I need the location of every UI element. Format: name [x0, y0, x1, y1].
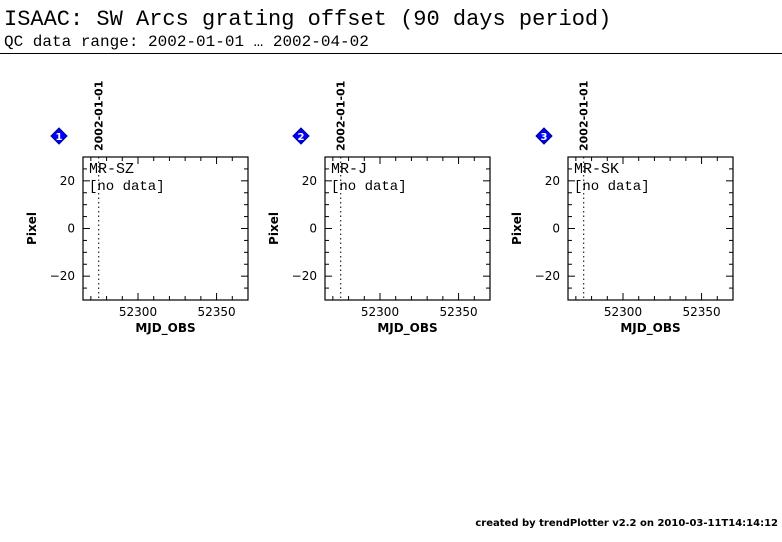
chart-panel-2: 52300 52350 20 0 −20 MJD_OBS Pixel 2002-01-01 MR…	[267, 81, 491, 336]
panel-number: 3	[541, 132, 548, 143]
x-tick-label: 52350	[439, 305, 477, 319]
y-tick-label: 0	[309, 222, 317, 236]
y-tick-label: 20	[60, 174, 75, 188]
page-title: ISAAC: SW Arcs grating offset (90 days p…	[4, 7, 612, 32]
panel-status: [no data]	[574, 179, 650, 195]
date-marker-label: 2002-01-01	[578, 81, 591, 151]
page-subtitle: QC data range: 2002-01-01 … 2002-04-02	[4, 33, 369, 51]
chart-panel-3: 52300 52350 20 0 −20 MJD_OBS Pixel 2002-01-01 MR…	[510, 81, 734, 336]
x-tick-label: 52300	[119, 305, 157, 319]
panel-status: [no data]	[89, 179, 165, 195]
y-axis-label: Pixel	[267, 212, 281, 245]
footer-credit: created by trendPlotter v2.2 on 2010-03-…	[475, 518, 778, 529]
y-tick-label: −20	[535, 269, 560, 283]
x-tick-label: 52350	[197, 305, 235, 319]
x-axis-label: MJD_OBS	[377, 321, 437, 336]
x-tick-label: 52350	[682, 305, 720, 319]
y-tick-label: 0	[67, 222, 75, 236]
x-tick-label: 52300	[604, 305, 642, 319]
y-tick-label: 20	[545, 174, 560, 188]
y-tick-label: −20	[292, 269, 317, 283]
x-tick-label: 52300	[361, 305, 399, 319]
chart-panel-1: 52300 52350 20 0 −20 MJD_OBS Pixel 2002-01-01 MR…	[25, 81, 249, 336]
x-axis-label: MJD_OBS	[135, 321, 195, 336]
x-axis-label: MJD_OBS	[620, 321, 680, 336]
y-tick-label: 0	[552, 222, 560, 236]
panel-number-badge-icon	[292, 127, 310, 145]
y-tick-label: −20	[50, 269, 75, 283]
y-axis-label: Pixel	[510, 212, 524, 245]
header-divider	[0, 53, 782, 54]
panel-label: MR-SK	[574, 161, 619, 178]
date-marker-label: 2002-01-01	[93, 81, 106, 151]
date-marker-label: 2002-01-01	[335, 81, 348, 151]
panel-label: MR-SZ	[89, 161, 134, 178]
panel-number: 1	[56, 132, 63, 143]
panel-label: MR-J	[331, 161, 367, 178]
y-axis-label: Pixel	[25, 212, 39, 245]
panel-number-badge-icon	[535, 127, 553, 145]
y-tick-label: 20	[302, 174, 317, 188]
panel-number: 2	[298, 132, 305, 143]
panel-status: [no data]	[331, 179, 407, 195]
panel-number-badge-icon	[50, 127, 68, 145]
